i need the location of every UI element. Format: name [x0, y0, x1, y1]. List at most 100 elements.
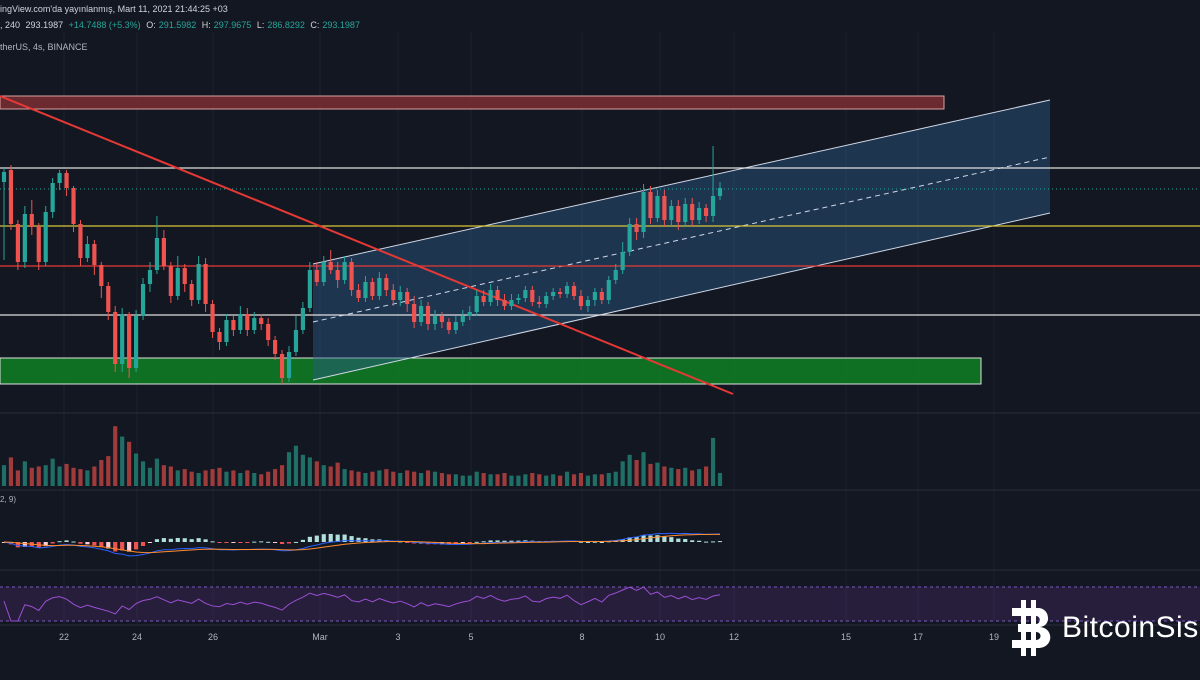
candle-body[interactable]: [99, 265, 104, 286]
candle-body[interactable]: [154, 238, 160, 270]
candle-body[interactable]: [391, 290, 396, 300]
candle-body[interactable]: [717, 188, 723, 196]
candle-body[interactable]: [22, 214, 27, 262]
candle-body[interactable]: [189, 284, 194, 300]
candle-body[interactable]: [133, 316, 139, 368]
candle-body[interactable]: [516, 298, 521, 300]
candle-body[interactable]: [419, 306, 424, 322]
candle-body[interactable]: [231, 320, 236, 330]
candle-body[interactable]: [460, 316, 465, 322]
channel-lower-line[interactable]: [312, 212, 1051, 381]
candle-body[interactable]: [495, 290, 500, 300]
support-zone[interactable]: [0, 357, 982, 385]
candle-body[interactable]: [571, 286, 577, 296]
candle-body[interactable]: [662, 196, 667, 220]
candle-body[interactable]: [259, 318, 264, 324]
candle-body[interactable]: [704, 208, 709, 216]
candle-body[interactable]: [439, 316, 445, 322]
candle-body[interactable]: [36, 227, 41, 262]
candle-body[interactable]: [140, 284, 146, 316]
candle-body[interactable]: [377, 278, 382, 296]
candle-body[interactable]: [432, 316, 438, 324]
candle-body[interactable]: [335, 270, 340, 280]
candle-body[interactable]: [592, 292, 597, 300]
candle-body[interactable]: [564, 286, 570, 294]
candle-body[interactable]: [286, 352, 292, 378]
candle-body[interactable]: [85, 244, 90, 258]
candle-body[interactable]: [613, 270, 618, 280]
candle-body[interactable]: [8, 170, 14, 224]
candle-body[interactable]: [92, 244, 97, 265]
candle-body[interactable]: [43, 212, 48, 262]
candle-body[interactable]: [29, 214, 34, 227]
candle-body[interactable]: [210, 304, 215, 332]
candle-body[interactable]: [683, 204, 688, 222]
candle-body[interactable]: [328, 262, 333, 270]
candle-body[interactable]: [15, 224, 20, 262]
candle-body[interactable]: [502, 300, 507, 306]
candle-body[interactable]: [300, 308, 305, 330]
candle-body[interactable]: [57, 173, 62, 183]
candle-body[interactable]: [690, 204, 695, 220]
candle-body[interactable]: [676, 206, 681, 222]
candle-body[interactable]: [537, 302, 542, 304]
candle-body[interactable]: [405, 292, 410, 304]
candle-body[interactable]: [578, 296, 584, 306]
candle-body[interactable]: [627, 224, 632, 252]
candle-body[interactable]: [558, 292, 563, 294]
descending-trendline[interactable]: [0, 95, 734, 395]
candle-body[interactable]: [168, 266, 173, 296]
candle-body[interactable]: [293, 330, 299, 352]
candle-body[interactable]: [147, 270, 153, 284]
candle-body[interactable]: [64, 173, 69, 188]
candle-body[interactable]: [530, 290, 535, 302]
candle-body[interactable]: [321, 262, 326, 282]
candle-body[interactable]: [196, 264, 201, 300]
candle-body[interactable]: [398, 292, 403, 300]
candle-body[interactable]: [127, 314, 132, 368]
candle-body[interactable]: [384, 278, 389, 290]
candle-body[interactable]: [370, 282, 375, 296]
candle-body[interactable]: [509, 300, 514, 306]
candle-body[interactable]: [446, 322, 451, 330]
candle-body[interactable]: [175, 268, 180, 296]
candle-body[interactable]: [481, 296, 486, 302]
candle-body[interactable]: [314, 270, 319, 282]
candle-body[interactable]: [106, 286, 111, 312]
candle-body[interactable]: [697, 208, 702, 220]
candle-body[interactable]: [349, 262, 354, 290]
candle-body[interactable]: [551, 292, 556, 296]
candle-body[interactable]: [279, 354, 285, 378]
resistance-zone[interactable]: [0, 95, 945, 110]
candle-body[interactable]: [606, 280, 611, 300]
candle-body[interactable]: [113, 312, 118, 364]
candle-body[interactable]: [599, 292, 604, 300]
candle-body[interactable]: [425, 306, 431, 324]
candle-body[interactable]: [488, 290, 493, 302]
candle-body[interactable]: [453, 322, 458, 330]
time-axis[interactable]: 22 24 26 Mar 3 5 8 10 12 15 17 19: [59, 632, 999, 642]
candle-body[interactable]: [710, 196, 716, 216]
candle-body[interactable]: [71, 188, 76, 224]
candle-body[interactable]: [50, 183, 55, 212]
candle-body[interactable]: [356, 290, 361, 298]
candle-body[interactable]: [544, 296, 549, 304]
candle-body[interactable]: [217, 332, 222, 342]
candle-body[interactable]: [342, 262, 347, 280]
candlestick-series[interactable]: [1, 146, 723, 384]
candle-body[interactable]: [307, 270, 312, 308]
candle-body[interactable]: [620, 252, 625, 270]
candle-body[interactable]: [252, 318, 257, 330]
candle-body[interactable]: [363, 282, 368, 298]
candle-body[interactable]: [161, 238, 166, 266]
candle-body[interactable]: [182, 268, 187, 284]
candle-body[interactable]: [224, 320, 229, 342]
candle-body[interactable]: [78, 224, 83, 258]
candle-body[interactable]: [648, 192, 653, 218]
candle-body[interactable]: [474, 296, 479, 312]
ascending-channel[interactable]: [313, 100, 1050, 380]
candle-body[interactable]: [634, 224, 639, 232]
channel-upper-line[interactable]: [312, 99, 1051, 265]
